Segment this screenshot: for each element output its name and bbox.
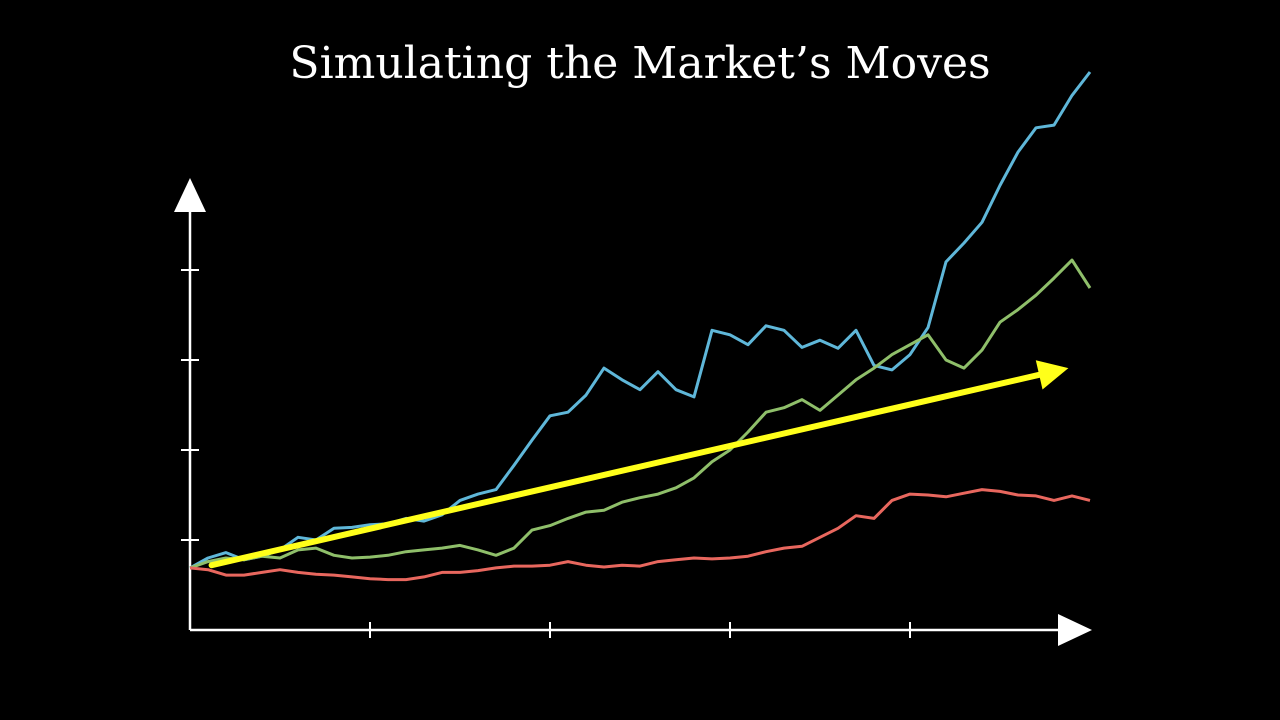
series-line [189,258,1092,570]
y-axis-arrow [174,178,206,212]
chart-title: Simulating the Market’s Moves [289,38,990,89]
series-line [189,71,1092,570]
series-line [189,488,1091,582]
trend-arrow-head [1035,360,1069,390]
x-axis-arrow [1058,614,1092,646]
trend-arrow-line [208,371,1043,569]
